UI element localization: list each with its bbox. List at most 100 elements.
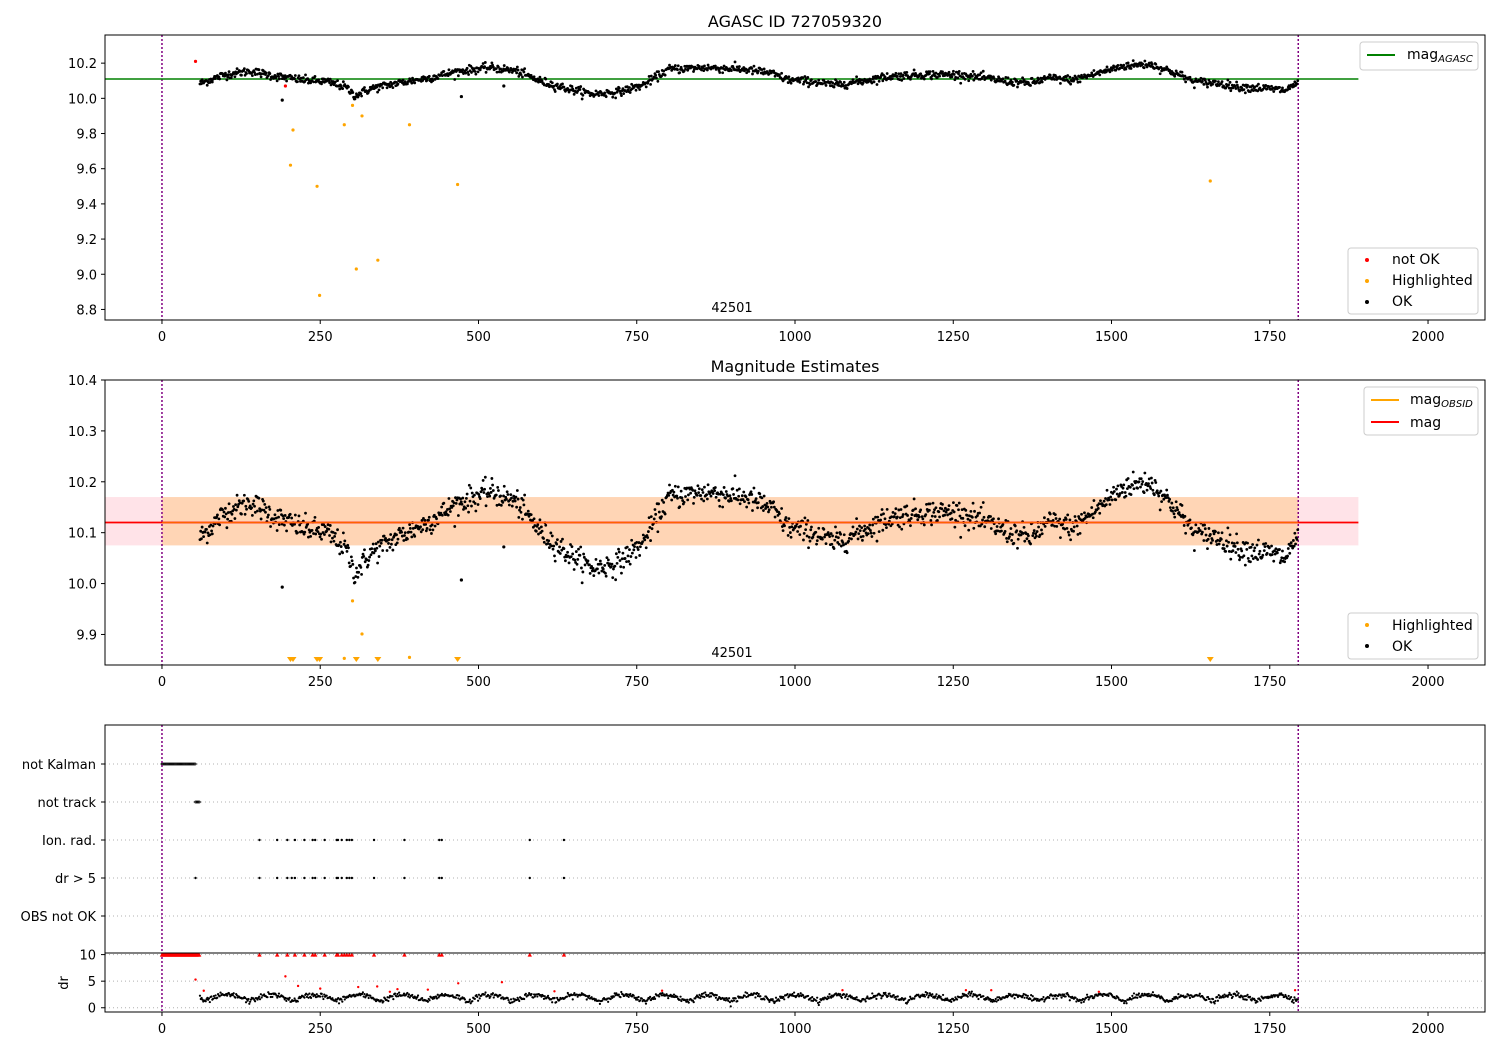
flag-point (350, 876, 354, 880)
ok-point (318, 535, 322, 539)
ok-point (623, 557, 627, 560)
ok-point (350, 559, 354, 563)
ok-point (303, 530, 307, 534)
dr-point (546, 994, 550, 997)
ok-point (502, 64, 506, 67)
ok-point (553, 90, 557, 93)
dr-point (934, 995, 937, 998)
dr-point (1023, 996, 1026, 999)
dr-high-point (553, 990, 556, 993)
ok-point (210, 532, 214, 536)
ok-point (403, 531, 407, 535)
flag-point (172, 762, 176, 766)
dr-point (729, 1005, 732, 1008)
dr-point (527, 994, 530, 997)
legend-marker-ok (1365, 644, 1369, 648)
ok-point (1072, 525, 1076, 529)
ok-point (1272, 559, 1276, 563)
ok-point (897, 72, 901, 76)
dr-point (1205, 998, 1208, 1002)
dr-point (871, 992, 874, 995)
dr-point (551, 1001, 554, 1004)
ok-point (1206, 547, 1209, 551)
dr-point (634, 996, 637, 999)
ok-point (917, 515, 921, 519)
ok-point (618, 89, 622, 93)
dr-point (337, 997, 340, 1000)
dr-point (206, 996, 209, 1000)
dr-point (1244, 994, 1248, 998)
ok-point (1278, 548, 1281, 551)
ok-point (728, 494, 732, 498)
flag-point (275, 876, 279, 880)
ok-point (238, 69, 242, 73)
dr-point (1141, 992, 1144, 995)
ok-point (1128, 485, 1132, 489)
dr-point (1290, 1000, 1294, 1003)
dr-point (303, 996, 306, 999)
dr-point (685, 1000, 688, 1003)
ok-point (293, 74, 297, 77)
ok-point (1235, 83, 1239, 87)
y-tick-label: 9.8 (76, 128, 97, 143)
dr-point (536, 995, 539, 998)
dr-point (1081, 997, 1085, 1001)
ok-point (1154, 62, 1158, 66)
ok-point (469, 486, 473, 490)
ok-point (676, 68, 679, 72)
dr-point (754, 996, 757, 999)
dr-point (1229, 993, 1233, 997)
dr-point (649, 995, 652, 998)
dr-point (489, 995, 492, 998)
ok-point (815, 539, 819, 543)
ok-point (1228, 80, 1232, 84)
ok-point (1225, 544, 1229, 548)
ok-point (539, 525, 543, 529)
dr-point (1085, 993, 1089, 996)
ok-point (514, 495, 518, 499)
ok-point (860, 78, 864, 82)
ok-point (345, 549, 349, 553)
ok-point (521, 517, 524, 521)
dr-point (644, 1000, 647, 1003)
ok-point (484, 504, 488, 508)
ok-point (1068, 518, 1072, 522)
dr-point (1188, 994, 1191, 997)
ok-point (699, 494, 703, 497)
ok-point (625, 90, 628, 94)
ok-point (1005, 536, 1008, 540)
ok-point (823, 535, 826, 539)
ok-point (264, 506, 268, 510)
dr-point (477, 999, 480, 1002)
ok-point (1257, 552, 1261, 556)
ok-point (1159, 489, 1163, 493)
ok-point (946, 508, 950, 511)
dr-high-point (660, 989, 664, 992)
ok-point (552, 544, 556, 548)
dr-point (321, 995, 324, 998)
ok-point (689, 491, 693, 495)
dr-point (532, 996, 535, 999)
flag-point (195, 800, 198, 804)
ok-point (997, 517, 1000, 521)
dr-point (335, 1000, 338, 1003)
ok-point (850, 537, 853, 541)
ok-point (1134, 480, 1138, 483)
ok-point (240, 512, 243, 516)
ok-point (314, 532, 318, 536)
ok-point (1025, 537, 1029, 541)
dr-point (1062, 993, 1066, 996)
dr-point (477, 993, 481, 996)
ok-point (515, 505, 519, 509)
ok-point (989, 527, 993, 530)
dr-point (307, 996, 310, 999)
dr-point (406, 991, 409, 995)
dr-point (1030, 999, 1034, 1002)
dr-point (226, 994, 229, 997)
dr-point (892, 993, 895, 997)
ok-point (226, 73, 230, 77)
ok-point (256, 72, 259, 76)
ok-point (622, 565, 626, 569)
ok-point (806, 519, 810, 522)
